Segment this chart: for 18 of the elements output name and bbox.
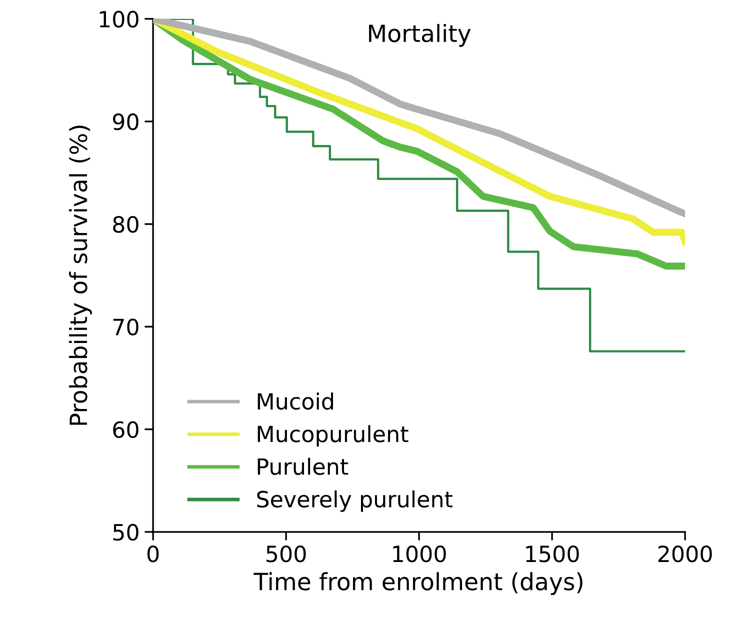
x-tick-label: 0 (147, 546, 159, 562)
y-tick-label: 50 (113, 524, 138, 541)
legend-label: Mucoid (258, 392, 334, 410)
x-tick-label: 2000 (658, 546, 712, 562)
x-axis-title: Time from enrolment (days) (254, 572, 582, 596)
y-tick-label: 70 (113, 318, 138, 336)
y-tick-label: 90 (112, 113, 138, 130)
legend-label: Purulent (258, 458, 348, 475)
chart-title: Mortality (369, 24, 471, 47)
y-tick-label: 100 (100, 10, 138, 28)
y-tick-label: 60 (113, 421, 138, 438)
x-tick-label: 1000 (393, 546, 446, 562)
legend-label: Severely purulent (257, 490, 453, 512)
y-axis-title: Probability of survival (%) (69, 126, 92, 425)
legend-label: Mucopurulent (258, 425, 408, 447)
x-tick-label: 500 (266, 546, 306, 562)
x-tick-label: 1500 (526, 546, 579, 562)
y-tick-label: 80 (113, 216, 138, 233)
